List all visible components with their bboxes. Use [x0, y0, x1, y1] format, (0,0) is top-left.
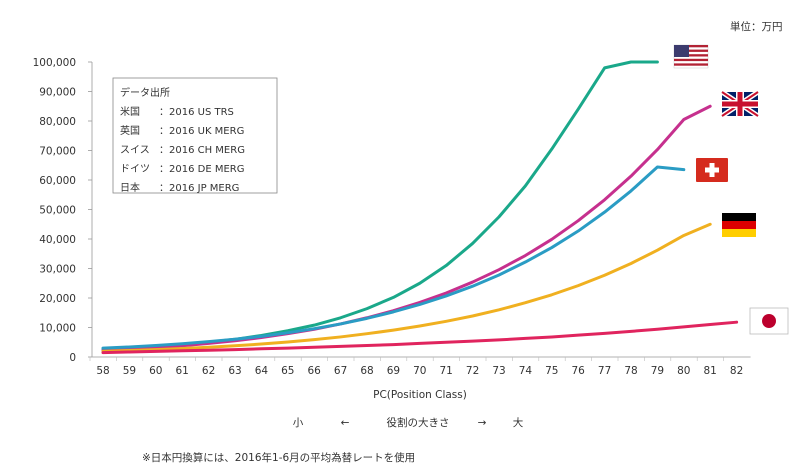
series-line-de: [101, 222, 712, 353]
legend-source: ：2016 DE MERG: [159, 164, 244, 175]
uk-flag-icon: [720, 89, 760, 119]
x-tick-label: 69: [387, 365, 400, 377]
us-flag-icon: [673, 44, 709, 69]
x-tick-label: 77: [598, 365, 611, 377]
x-tick-label: 61: [176, 365, 189, 377]
series-line-uk: [101, 104, 712, 353]
y-tick-label: 0: [69, 352, 76, 364]
legend-country: スイス: [120, 145, 150, 156]
x-tick-label: 64: [255, 365, 269, 377]
x-axis-label: PC(Position Class): [373, 389, 467, 401]
x-tick-label: 60: [149, 365, 162, 377]
scale-note-arrow-right: →: [478, 417, 487, 429]
x-tick-label: 76: [572, 365, 586, 377]
y-tick-label: 20,000: [39, 293, 76, 305]
x-tick-label: 78: [624, 365, 637, 377]
series-line-jp: [101, 320, 739, 355]
x-tick-label: 82: [730, 365, 743, 377]
y-tick-label: 70,000: [39, 146, 76, 158]
x-tick-label: 63: [228, 365, 241, 377]
x-tick-label: 58: [96, 365, 109, 377]
x-tick-label: 70: [413, 365, 426, 377]
de-flag-icon: [722, 213, 756, 237]
jp-flag-icon: [749, 307, 789, 335]
y-axis: 0 10,000 20,000 30,000 40,000 50,000 60,000 70,…: [33, 57, 93, 364]
x-tick-label: 79: [651, 365, 664, 377]
y-tick-label: 60,000: [39, 175, 76, 187]
scale-note-left: 小: [293, 417, 304, 429]
y-tick-label: 90,000: [39, 87, 76, 99]
series-line-ch: [101, 165, 686, 350]
x-axis: 58 59 60 61 62 63 64 65 66 67 68 69 70 71 72 73 74 75 76 77…: [89, 356, 751, 377]
scale-note-middle: 役割の大きさ: [387, 416, 450, 429]
x-tick-label: 62: [202, 365, 215, 377]
y-tick-label: 30,000: [39, 264, 76, 276]
x-tick-label: 59: [123, 365, 136, 377]
x-tick-label: 74: [519, 365, 533, 377]
x-tick-label: 65: [281, 365, 294, 377]
series-layer: [101, 60, 739, 355]
y-tick-label: 40,000: [39, 234, 76, 246]
legend-country: 日本: [120, 181, 140, 194]
scale-note-right: 大: [513, 416, 524, 429]
legend-source: ：2016 US TRS: [159, 107, 234, 118]
x-tick-label: 71: [440, 365, 453, 377]
legend-entries: 米国 ：2016 US TRS 英国 ：2016 UK MERG スイス ：2016 CH…: [120, 105, 245, 194]
y-tick-label: 80,000: [39, 116, 76, 128]
legend-source: ：2016 UK MERG: [159, 126, 244, 137]
unit-label: 単位：万円: [730, 20, 783, 33]
x-tick-label: 67: [334, 365, 347, 377]
y-tick-label: 10,000: [39, 323, 76, 335]
x-tick-label: 73: [492, 365, 505, 377]
y-tick-label: 100,000: [33, 57, 76, 69]
x-tick-label: 66: [308, 365, 322, 377]
ch-flag-icon: [696, 158, 728, 182]
x-tick-label: 72: [466, 365, 479, 377]
legend-country: 米国: [120, 105, 140, 118]
legend-source: ：2016 JP MERG: [159, 183, 239, 194]
x-tick-label: 80: [677, 365, 690, 377]
legend-box: [112, 77, 278, 194]
legend: データ出所 米国 ：2016 US TRS 英国 ：2016 UK MERG スイス ：2…: [112, 77, 278, 194]
x-tick-label: 68: [360, 365, 373, 377]
footnote: ※日本円換算には、2016年1-6月の平均為替レートを使用: [142, 451, 415, 464]
legend-title: データ出所: [120, 86, 170, 99]
x-tick-label: 75: [545, 365, 558, 377]
scale-note-arrow-left: ←: [341, 417, 350, 429]
y-tick-label: 50,000: [39, 205, 76, 217]
legend-source: ：2016 CH MERG: [159, 145, 245, 156]
legend-country: ドイツ: [120, 164, 150, 175]
legend-country: 英国: [120, 124, 140, 137]
x-tick-label: 81: [704, 365, 717, 377]
